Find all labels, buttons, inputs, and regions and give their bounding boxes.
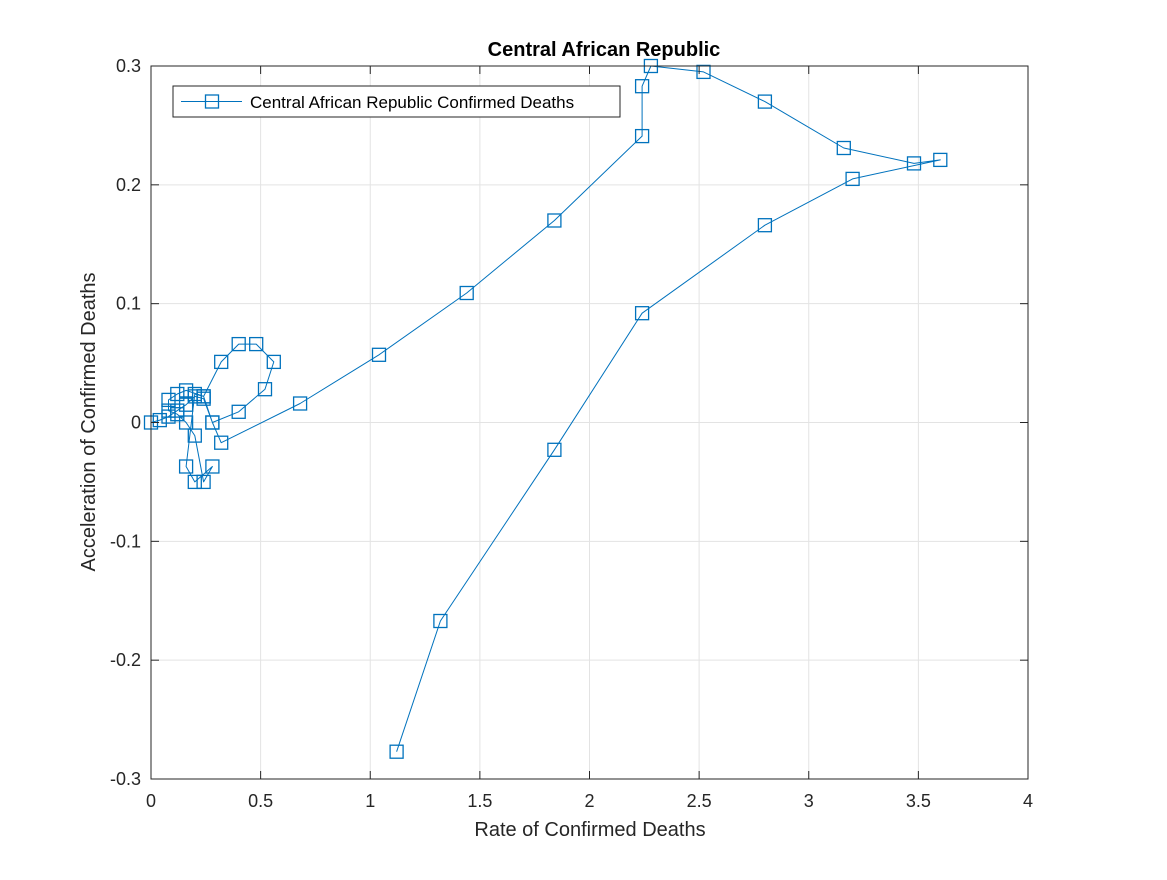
chart-title: Central African Republic [488,39,721,61]
legend-marker-square [204,94,220,109]
data-point-marker [389,744,404,759]
x-tick-label: 2 [584,791,594,811]
y-axis-label: Acceleration of Confirmed Deaths [78,272,100,571]
data-point-marker [933,152,948,168]
x-tick-label: 1.5 [467,791,492,811]
x-tick-label: 2.5 [687,791,712,811]
data-point-marker [547,442,562,457]
legend: Central African Republic Confirmed Death… [172,85,621,118]
y-tick-label: 0 [131,413,141,433]
y-tick-label: -0.3 [110,769,141,789]
data-point-marker [178,397,194,412]
data-point-marker [257,382,273,397]
data-point-marker [845,171,860,187]
legend-box [172,85,621,118]
data-point-marker [214,435,229,450]
data-point-marker [152,412,167,428]
data-point-marker [547,213,562,228]
data-point-marker [292,396,308,411]
x-tick-label: 0 [146,791,156,811]
data-point-marker [231,336,246,352]
data-point-marker [205,415,220,430]
data-point-marker [634,79,650,94]
data-point-marker [196,389,211,404]
data-point-marker [757,94,773,109]
data-point-marker [906,156,922,171]
x-axis-label: Rate of Confirmed Deaths [474,819,705,841]
data-point-marker [196,474,211,490]
x-tick-label: 4 [1023,791,1033,811]
data-point-marker [161,392,176,408]
legend-label: Central African Republic Confirmed Death… [250,93,574,112]
data-point-marker [634,306,650,321]
data-point-marker [836,140,851,156]
data-point-marker [249,336,264,352]
y-tick-label: 0.3 [116,56,141,76]
y-tick-label: -0.1 [110,531,141,551]
data-point-marker [178,383,194,398]
data-point-marker [433,613,448,629]
data-point-marker [178,415,194,430]
data-point-marker [757,218,773,233]
x-tick-labels: 0 0.5 1 1.5 2 2.5 3 3.5 4 [146,791,1033,811]
y-tick-label: 0.1 [116,294,141,314]
series-group [143,58,948,759]
y-tick-label: 0.2 [116,175,141,195]
tick-marks [150,65,1029,780]
data-point-marker [231,404,246,419]
data-point-marker [634,128,650,144]
data-point-marker [371,347,387,362]
x-tick-label: 3.5 [906,791,931,811]
data-point-marker [266,354,281,370]
x-tick-label: 1 [365,791,375,811]
data-point-marker [178,459,194,474]
data-point-marker [459,285,474,301]
data-point-marker [214,354,229,370]
data-point-marker [170,407,185,422]
data-point-marker [187,428,202,443]
data-point-marker [696,64,711,80]
y-tick-label: -0.2 [110,650,141,670]
y-tick-labels: -0.3 -0.2 -0.1 0 0.1 0.2 0.3 [110,56,141,789]
data-point-marker [187,386,202,402]
data-point-marker [187,474,202,490]
series-line [150,65,941,752]
data-point-marker [161,403,176,418]
x-tick-label: 3 [804,791,814,811]
x-tick-label: 0.5 [248,791,273,811]
data-point-marker [205,459,220,474]
